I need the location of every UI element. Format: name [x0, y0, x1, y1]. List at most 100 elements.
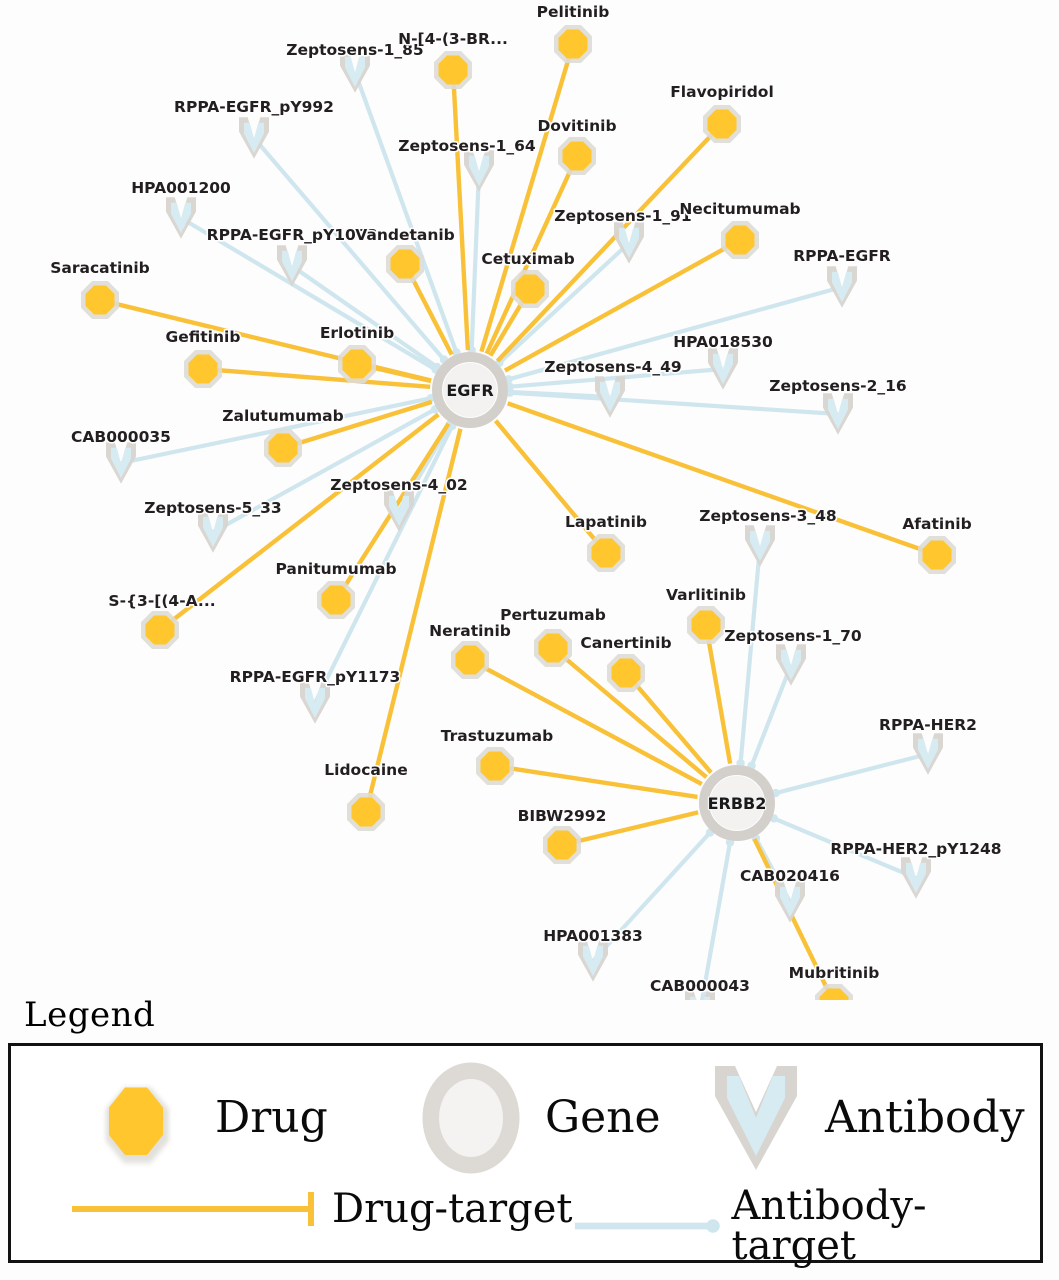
drug-node[interactable]	[721, 221, 759, 259]
antibody-node[interactable]	[901, 857, 931, 899]
nodes-layer[interactable]	[81, 25, 956, 1000]
antibody-node[interactable]	[300, 682, 330, 724]
drug-node[interactable]	[81, 281, 119, 319]
graph-edge	[773, 816, 917, 880]
graph-edge	[290, 264, 439, 369]
antibody-node[interactable]	[198, 511, 228, 553]
drug-octagon-icon	[515, 274, 545, 304]
drug-node-label: Erlotinib	[320, 324, 394, 342]
antibody-node[interactable]	[340, 51, 370, 93]
gene-ring-icon	[422, 1062, 520, 1174]
drug-node[interactable]	[476, 747, 514, 785]
graph-edge	[252, 136, 446, 361]
antibody-node[interactable]	[913, 733, 943, 775]
drug-octagon-icon	[268, 433, 298, 463]
drug-node-label: Trastuzumab	[441, 727, 553, 745]
legend-item-drug-target: Drug-target	[66, 1186, 572, 1232]
legend-item-antibody: Antibody	[701, 1060, 1025, 1176]
graph-edge	[479, 43, 576, 353]
drug-node[interactable]	[317, 581, 355, 619]
drug-node-label: Flavopiridol	[670, 83, 774, 101]
antibody-vee-icon	[713, 353, 733, 385]
drug-node[interactable]	[386, 245, 424, 283]
drug-node[interactable]	[554, 25, 592, 63]
antibody-node-label: HPA018530	[673, 333, 773, 351]
antibody-node[interactable]	[708, 348, 738, 390]
drug-node[interactable]	[558, 137, 596, 175]
graph-edge	[591, 831, 712, 963]
gene-node-label: ERBB2	[708, 794, 767, 813]
network-graph-canvas[interactable]: Zeptosens-1_85 RPPA-EGFR_pY992 Zeptosens-1…	[0, 0, 1059, 1000]
drug-node[interactable]	[587, 534, 625, 572]
drug-node[interactable]	[451, 641, 489, 679]
graph-edge	[561, 810, 699, 848]
graph-edge	[749, 664, 793, 767]
drug-octagon-icon	[922, 540, 952, 570]
antibody-node[interactable]	[166, 197, 196, 239]
antibody-vee-icon	[780, 886, 800, 918]
gene-inner	[443, 363, 497, 417]
node-labels-layer: Zeptosens-1_85 RPPA-EGFR_pY992 Zeptosens-1…	[49, 1, 1004, 996]
drug-octagon-icon	[611, 658, 641, 688]
antibody-node-label: Zeptosens-4_02	[330, 476, 467, 494]
drug-node[interactable]	[607, 654, 645, 692]
drug-node[interactable]	[511, 270, 549, 308]
antibody-node-label: RPPA-EGFR_pY1173	[230, 668, 401, 686]
gene-node-egfr[interactable]	[432, 352, 508, 428]
drug-octagon-icon	[321, 585, 351, 615]
drug-node-label: BIBW2992	[518, 807, 607, 825]
antibody-node-label: Zeptosens-5_33	[144, 499, 281, 517]
antibody-vee-icon	[619, 227, 639, 259]
drug-node[interactable]	[687, 606, 725, 644]
antibody-node-label: RPPA-EGFR_pY992	[174, 98, 334, 116]
antibody-node[interactable]	[823, 393, 853, 435]
drug-node[interactable]	[347, 793, 385, 831]
antibody-node[interactable]	[578, 940, 608, 982]
antibody-node[interactable]	[685, 991, 715, 1000]
antibody-node[interactable]	[827, 266, 857, 308]
antibody-node-label: Zeptosens-2_16	[769, 377, 906, 395]
drug-node[interactable]	[141, 611, 179, 649]
antibody-node-label: Zeptosens-4_49	[544, 358, 681, 376]
network-svg[interactable]: Zeptosens-1_85 RPPA-EGFR_pY992 Zeptosens-1…	[0, 0, 1059, 1000]
antibody-vee-icon	[832, 271, 852, 303]
antibody-node-label: RPPA-EGFR	[793, 247, 891, 265]
drug-node[interactable]	[264, 429, 302, 467]
gene-node-erbb2[interactable]	[699, 765, 775, 841]
antibody-node[interactable]	[745, 525, 775, 567]
legend-shape-row: Drug Gene Antibody	[11, 1054, 1040, 1174]
antibody-node[interactable]	[776, 644, 806, 686]
drug-node[interactable]	[918, 536, 956, 574]
graph-edge	[509, 390, 839, 417]
graph-edge	[775, 751, 929, 796]
antibody-node[interactable]	[277, 245, 307, 287]
drug-node[interactable]	[184, 350, 222, 388]
drug-node-label: Zalutumumab	[222, 407, 343, 425]
antibody-node[interactable]	[614, 222, 644, 264]
antibody-node[interactable]	[384, 490, 414, 532]
legend-label-antibody: Antibody	[825, 1092, 1025, 1143]
antibody-node[interactable]	[464, 150, 494, 192]
antibody-node-label: CAB020416	[740, 867, 840, 885]
drug-node[interactable]	[338, 345, 376, 383]
antibody-node-label: HPA001383	[543, 927, 643, 945]
gene-inner	[710, 776, 764, 830]
antibody-node-label: Zeptosens-3_48	[699, 507, 836, 525]
antibody-node[interactable]	[106, 442, 136, 484]
drug-node[interactable]	[543, 826, 581, 864]
antibody-target-edge-icon	[574, 1219, 720, 1233]
antibody-vee-icon	[111, 447, 131, 479]
antibody-node-label: CAB000035	[71, 428, 171, 446]
drug-node[interactable]	[703, 105, 741, 143]
drug-node[interactable]	[815, 984, 853, 1000]
antibody-vee-icon	[305, 687, 325, 719]
antibody-node[interactable]	[595, 376, 625, 418]
legend-edge-row: Drug-target Antibody-target	[11, 1186, 1040, 1266]
graph-edge	[507, 284, 843, 382]
drug-node[interactable]	[534, 629, 572, 667]
graph-edge	[158, 412, 440, 632]
antibody-node[interactable]	[775, 881, 805, 923]
drug-node[interactable]	[434, 51, 472, 89]
graph-edge	[752, 838, 835, 1000]
antibody-node[interactable]	[239, 117, 269, 159]
